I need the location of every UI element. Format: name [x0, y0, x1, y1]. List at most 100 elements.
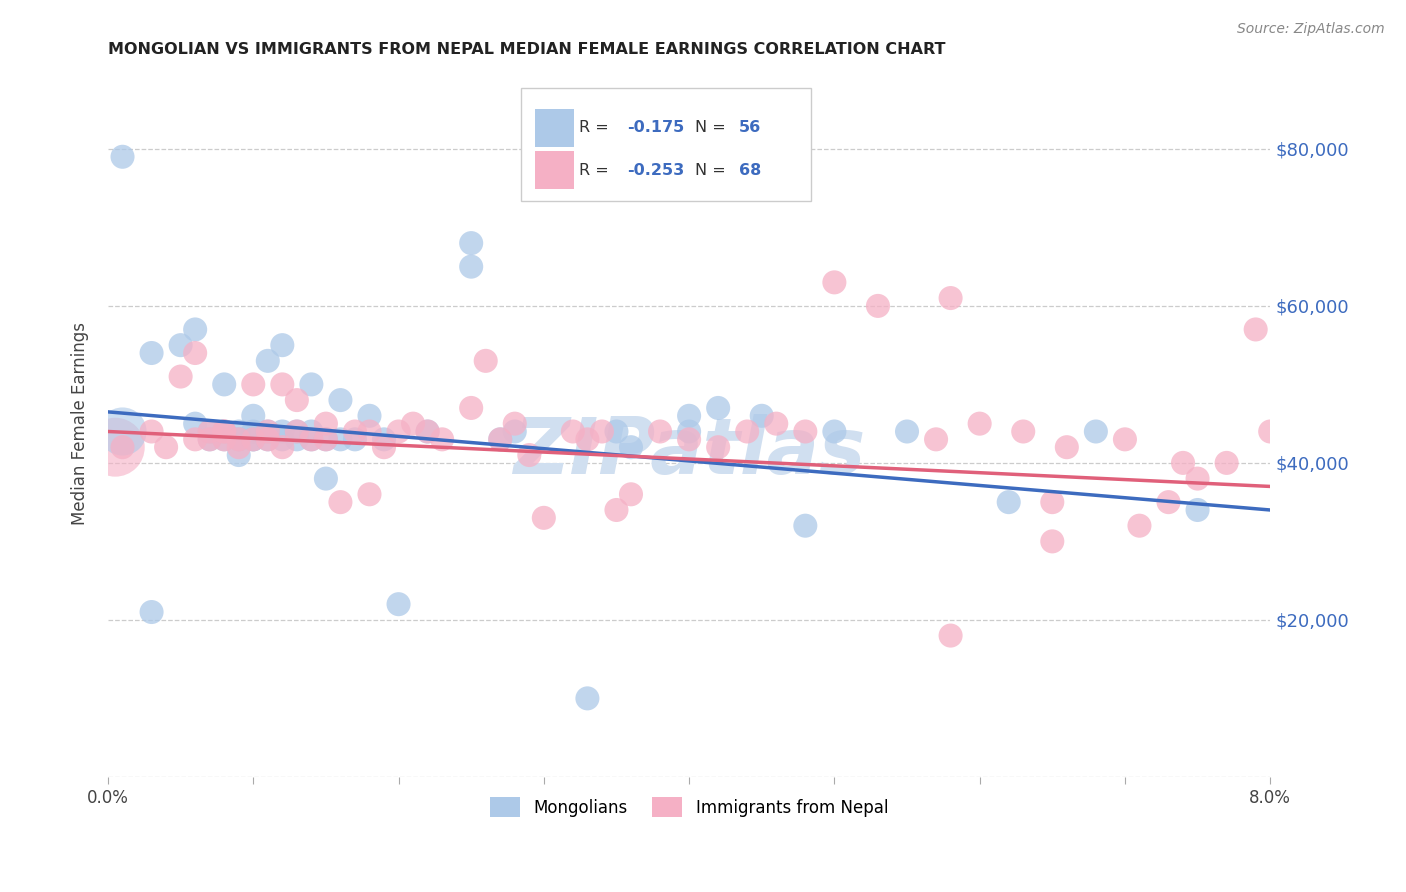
- Point: [866, 299, 889, 313]
- Point: [489, 433, 512, 447]
- Text: 68: 68: [740, 162, 761, 178]
- Point: [198, 433, 221, 447]
- Point: [111, 440, 134, 454]
- Point: [169, 338, 191, 352]
- Y-axis label: Median Female Earnings: Median Female Earnings: [72, 322, 89, 525]
- Point: [228, 433, 250, 447]
- Legend: Mongolians, Immigrants from Nepal: Mongolians, Immigrants from Nepal: [482, 789, 897, 825]
- FancyBboxPatch shape: [534, 151, 574, 189]
- Point: [460, 236, 482, 251]
- Point: [242, 409, 264, 423]
- Point: [460, 401, 482, 415]
- Point: [271, 425, 294, 439]
- Point: [1258, 425, 1281, 439]
- Text: MONGOLIAN VS IMMIGRANTS FROM NEPAL MEDIAN FEMALE EARNINGS CORRELATION CHART: MONGOLIAN VS IMMIGRANTS FROM NEPAL MEDIA…: [108, 42, 945, 57]
- Text: ZIPatlas: ZIPatlas: [513, 414, 865, 490]
- Point: [794, 518, 817, 533]
- Point: [620, 487, 643, 501]
- Point: [271, 433, 294, 447]
- Point: [823, 276, 845, 290]
- Point: [1157, 495, 1180, 509]
- Point: [141, 605, 163, 619]
- Point: [184, 433, 207, 447]
- Point: [256, 425, 278, 439]
- Point: [707, 440, 730, 454]
- Point: [1171, 456, 1194, 470]
- Point: [620, 440, 643, 454]
- Point: [359, 425, 381, 439]
- Point: [678, 433, 700, 447]
- Point: [561, 425, 583, 439]
- Point: [212, 425, 235, 439]
- Point: [212, 433, 235, 447]
- Point: [184, 346, 207, 360]
- Point: [605, 425, 627, 439]
- Point: [925, 433, 948, 447]
- Point: [969, 417, 991, 431]
- Point: [299, 433, 322, 447]
- Point: [489, 433, 512, 447]
- Point: [198, 425, 221, 439]
- Point: [503, 417, 526, 431]
- Point: [315, 417, 337, 431]
- Point: [823, 425, 845, 439]
- Point: [329, 393, 352, 408]
- Point: [271, 440, 294, 454]
- Point: [315, 433, 337, 447]
- Point: [256, 354, 278, 368]
- Point: [228, 448, 250, 462]
- Point: [228, 425, 250, 439]
- Point: [184, 417, 207, 431]
- Point: [503, 425, 526, 439]
- Point: [359, 409, 381, 423]
- Text: Source: ZipAtlas.com: Source: ZipAtlas.com: [1237, 22, 1385, 37]
- Point: [228, 433, 250, 447]
- Point: [359, 487, 381, 501]
- Point: [678, 425, 700, 439]
- Point: [460, 260, 482, 274]
- Point: [228, 433, 250, 447]
- FancyBboxPatch shape: [534, 109, 574, 146]
- Point: [765, 417, 787, 431]
- Point: [939, 291, 962, 305]
- Point: [1187, 472, 1209, 486]
- Text: 56: 56: [740, 120, 761, 136]
- Point: [517, 448, 540, 462]
- Point: [271, 338, 294, 352]
- Point: [256, 433, 278, 447]
- Point: [242, 433, 264, 447]
- Point: [141, 425, 163, 439]
- Point: [285, 393, 308, 408]
- Point: [1012, 425, 1035, 439]
- Point: [1114, 433, 1136, 447]
- FancyBboxPatch shape: [520, 88, 811, 201]
- Point: [387, 597, 409, 611]
- Point: [285, 425, 308, 439]
- Point: [416, 425, 439, 439]
- Point: [343, 425, 366, 439]
- Point: [648, 425, 671, 439]
- Point: [576, 433, 599, 447]
- Point: [198, 425, 221, 439]
- Point: [198, 433, 221, 447]
- Point: [373, 433, 395, 447]
- Point: [228, 440, 250, 454]
- Point: [591, 425, 613, 439]
- Point: [315, 433, 337, 447]
- Point: [387, 425, 409, 439]
- Point: [678, 409, 700, 423]
- Point: [343, 433, 366, 447]
- Point: [111, 150, 134, 164]
- Text: N =: N =: [695, 162, 731, 178]
- Point: [329, 495, 352, 509]
- Point: [256, 425, 278, 439]
- Point: [141, 346, 163, 360]
- Point: [1084, 425, 1107, 439]
- Point: [299, 433, 322, 447]
- Point: [751, 409, 773, 423]
- Point: [576, 691, 599, 706]
- Point: [242, 377, 264, 392]
- Point: [299, 425, 322, 439]
- Text: -0.253: -0.253: [627, 162, 685, 178]
- Point: [1040, 534, 1063, 549]
